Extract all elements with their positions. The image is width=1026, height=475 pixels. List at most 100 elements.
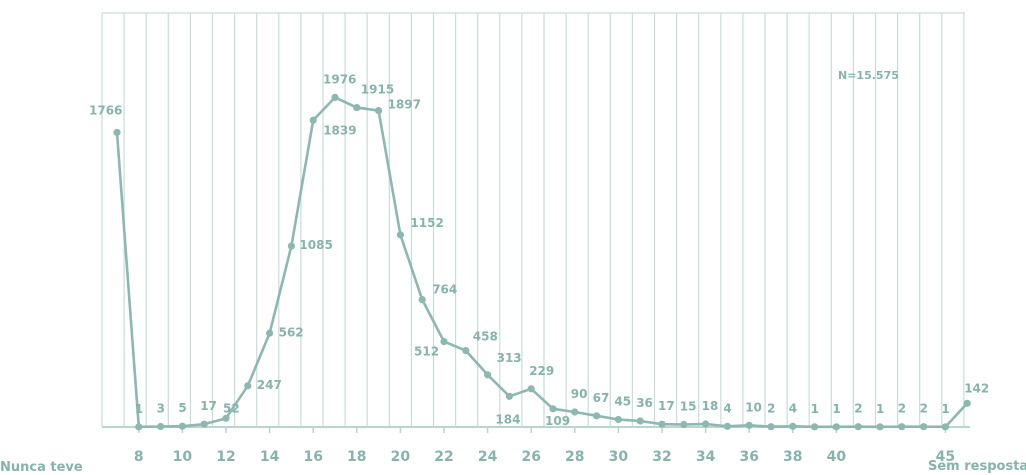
x-tick-label: 45 <box>936 449 955 465</box>
data-label: 10 <box>745 400 762 414</box>
data-point <box>178 422 186 430</box>
data-point <box>941 423 950 431</box>
data-point <box>396 231 404 239</box>
data-label: 1 <box>876 402 884 416</box>
data-point <box>811 423 819 431</box>
data-point <box>832 423 841 431</box>
data-point <box>549 405 557 413</box>
data-point <box>331 93 339 102</box>
data-points <box>113 93 971 431</box>
x-tick-label: 30 <box>609 449 629 465</box>
data-label: 1085 <box>299 238 332 252</box>
data-label: 764 <box>432 283 457 297</box>
data-label: 45 <box>614 394 631 408</box>
data-point <box>854 423 862 431</box>
x-tick-label: 26 <box>521 449 540 465</box>
data-point <box>636 417 644 425</box>
data-point <box>266 329 274 337</box>
data-point <box>440 337 448 346</box>
data-label: 3 <box>157 401 165 415</box>
data-point <box>920 423 928 431</box>
data-label: 17 <box>200 399 217 413</box>
data-point <box>876 423 884 431</box>
x-tick-label: 38 <box>783 449 802 465</box>
data-label: 109 <box>545 414 570 428</box>
data-label: 1839 <box>323 123 356 137</box>
data-label: 2 <box>767 402 775 416</box>
data-point <box>113 128 121 137</box>
data-label: 142 <box>964 381 989 395</box>
data-label: 1766 <box>89 103 122 117</box>
data-point <box>898 423 906 431</box>
data-label: 1915 <box>361 83 394 97</box>
x-tick-label: 32 <box>652 449 671 465</box>
data-label: 4 <box>789 401 797 415</box>
data-point <box>418 295 426 304</box>
x-tick-label: 14 <box>260 449 280 465</box>
data-point <box>789 422 797 430</box>
data-point <box>135 423 143 431</box>
data-point <box>222 414 230 422</box>
data-point <box>680 420 688 429</box>
x-tick-label: 24 <box>478 449 498 465</box>
x-tick-label: 28 <box>565 449 584 465</box>
x-tick-label: 36 <box>739 449 758 465</box>
data-point <box>375 106 383 115</box>
category-label-start: Nunca teve <box>0 460 83 475</box>
data-label: 1897 <box>388 98 421 112</box>
data-point <box>462 347 470 355</box>
grid-lines <box>101 12 965 427</box>
data-point <box>963 399 971 407</box>
sample-size-annotation: N=15.575 <box>838 69 899 82</box>
data-point <box>287 242 295 250</box>
data-label: 4 <box>723 401 731 415</box>
data-point <box>309 116 317 124</box>
x-axis-ticks: 8 10 12 14 16 18 20 22 24 26 28 30 32 34 36 38 40 45 <box>134 427 955 465</box>
data-point <box>571 408 579 416</box>
data-point <box>353 103 361 112</box>
data-point <box>614 415 623 424</box>
data-label: 247 <box>257 378 282 392</box>
x-tick-label: 16 <box>303 449 322 465</box>
data-point <box>593 412 601 420</box>
data-label: 229 <box>529 364 554 378</box>
data-point <box>505 392 513 400</box>
data-label: 562 <box>279 325 304 339</box>
x-tick-label: 40 <box>827 449 847 465</box>
data-label: 1 <box>832 402 840 416</box>
x-tick-label: 20 <box>391 449 411 465</box>
data-label: 1 <box>941 402 949 416</box>
data-label: 5 <box>178 401 186 415</box>
data-point <box>723 422 732 430</box>
data-point <box>658 420 666 428</box>
data-label: 15 <box>680 399 697 413</box>
series-line <box>115 96 969 429</box>
data-point <box>200 420 208 428</box>
data-label: 90 <box>571 387 588 401</box>
data-label: 512 <box>414 345 439 359</box>
x-tick-label: 10 <box>173 449 193 465</box>
data-label: 1976 <box>323 72 356 86</box>
data-label: 313 <box>497 351 522 365</box>
data-label: 52 <box>223 401 240 415</box>
data-label: 36 <box>636 396 653 410</box>
data-point <box>484 371 492 379</box>
data-label: 458 <box>473 330 498 344</box>
category-label-end: Sem resposta <box>928 459 1026 474</box>
data-label: 1 <box>811 402 819 416</box>
data-label: 2 <box>898 402 906 416</box>
x-tick-label: 18 <box>347 449 366 465</box>
data-label: 2 <box>920 402 928 416</box>
x-tick-label: 8 <box>134 449 144 465</box>
data-label: 18 <box>702 399 719 413</box>
x-tick-label: 12 <box>216 449 235 465</box>
data-point <box>527 385 535 393</box>
data-label: 184 <box>495 412 520 426</box>
data-label: 1152 <box>410 216 443 230</box>
data-label: 17 <box>658 399 675 413</box>
data-point <box>767 423 775 431</box>
data-point <box>745 421 753 429</box>
data-point <box>702 420 710 428</box>
